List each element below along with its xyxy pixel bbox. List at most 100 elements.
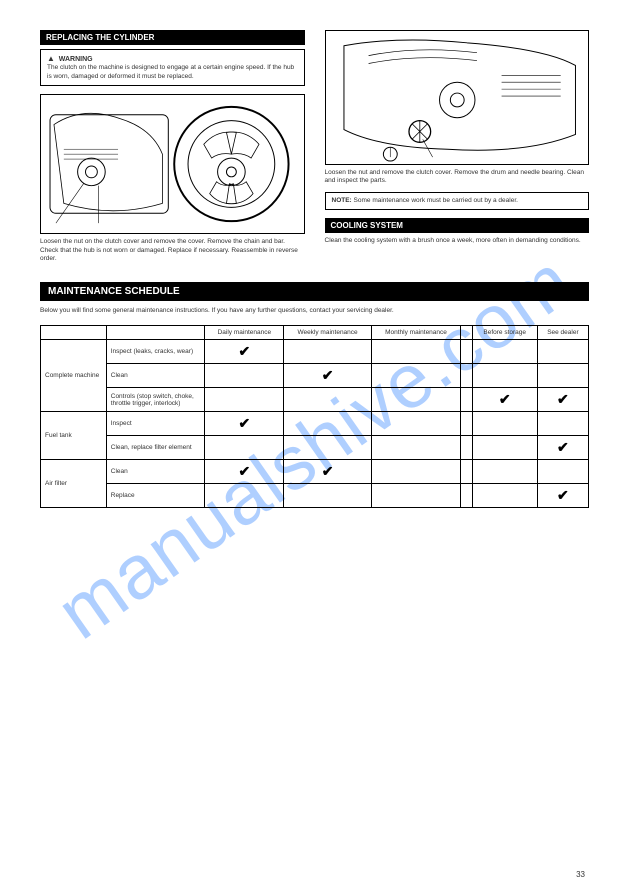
table-row: Controls (stop switch, choke, throttle t… (41, 388, 589, 412)
col-4: Monthly maintenance (371, 326, 460, 340)
warning-icon: ▲ (47, 54, 55, 64)
cell: ✔ (205, 460, 284, 484)
cell (371, 388, 460, 412)
col-5 (461, 326, 472, 340)
table-header-row: Daily maintenance Weekly maintenance Mon… (41, 326, 589, 340)
check-icon: ✔ (238, 463, 250, 479)
cell (461, 436, 472, 460)
cell (537, 364, 588, 388)
col-2: Daily maintenance (205, 326, 284, 340)
table-row: Replace ✔ (41, 484, 589, 508)
cell: ✔ (537, 388, 588, 412)
note-box: NOTE: Some maintenance work must be carr… (325, 192, 590, 210)
cell (371, 340, 460, 364)
table-row: Air filter Clean ✔ ✔ (41, 460, 589, 484)
warning-box: ▲ WARNING The clutch on the machine is d… (40, 49, 305, 86)
task-cell: Inspect (106, 412, 205, 436)
left-column: REPLACING THE CYLINDER ▲ WARNING The clu… (40, 30, 305, 264)
check-icon: ✔ (322, 367, 334, 383)
group-cell: Complete machine (41, 340, 107, 412)
cell (205, 364, 284, 388)
cell (284, 412, 371, 436)
cell (461, 388, 472, 412)
group-cell: Air filter (41, 460, 107, 508)
check-icon: ✔ (557, 391, 569, 407)
cell (461, 460, 472, 484)
figure-left (40, 94, 305, 234)
col-1 (106, 326, 205, 340)
right-column: Loosen the nut and remove the clutch cov… (325, 30, 590, 264)
two-column-layout: REPLACING THE CYLINDER ▲ WARNING The clu… (40, 30, 589, 264)
cell (205, 388, 284, 412)
col-0 (41, 326, 107, 340)
cell (472, 340, 537, 364)
section-header-maintenance: MAINTENANCE SCHEDULE (40, 282, 589, 301)
check-icon: ✔ (238, 415, 250, 431)
table-row: Clean ✔ (41, 364, 589, 388)
task-cell: Controls (stop switch, choke, throttle t… (106, 388, 205, 412)
table-row: Complete machine Inspect (leaks, cracks,… (41, 340, 589, 364)
cell (205, 436, 284, 460)
cell (371, 460, 460, 484)
table-body: Complete machine Inspect (leaks, cracks,… (41, 340, 589, 508)
cell: ✔ (205, 340, 284, 364)
left-body-text: Loosen the nut on the clutch cover and r… (40, 238, 305, 263)
cell (205, 484, 284, 508)
task-cell: Replace (106, 484, 205, 508)
task-cell: Clean (106, 460, 205, 484)
cell (284, 340, 371, 364)
warning-text: The clutch on the machine is designed to… (47, 64, 298, 81)
note-text: Some maintenance work must be carried ou… (354, 197, 518, 204)
cell (371, 484, 460, 508)
right-body2-text: Clean the cooling system with a brush on… (325, 237, 590, 245)
check-icon: ✔ (238, 343, 250, 359)
cell: ✔ (284, 364, 371, 388)
group-cell: Fuel tank (41, 412, 107, 460)
cell (371, 364, 460, 388)
cell (461, 484, 472, 508)
cell: ✔ (537, 484, 588, 508)
section-header-cooling: COOLING SYSTEM (325, 218, 590, 233)
figure-right-svg (326, 31, 589, 164)
cell (371, 412, 460, 436)
table-row: Clean, replace filter element ✔ (41, 436, 589, 460)
cell (284, 388, 371, 412)
cell (284, 484, 371, 508)
task-cell: Inspect (leaks, cracks, wear) (106, 340, 205, 364)
cell (472, 412, 537, 436)
page-content: REPLACING THE CYLINDER ▲ WARNING The clu… (0, 0, 629, 538)
cell (472, 436, 537, 460)
cell: ✔ (284, 460, 371, 484)
col-3: Weekly maintenance (284, 326, 371, 340)
cell (472, 460, 537, 484)
cell: ✔ (205, 412, 284, 436)
note-title: NOTE: (332, 197, 352, 204)
check-icon: ✔ (322, 463, 334, 479)
col-7: See dealer (537, 326, 588, 340)
cell (537, 460, 588, 484)
cell (472, 364, 537, 388)
cell (537, 412, 588, 436)
check-icon: ✔ (557, 439, 569, 455)
cell (284, 436, 371, 460)
check-icon: ✔ (557, 487, 569, 503)
cell (371, 436, 460, 460)
cell: ✔ (472, 388, 537, 412)
cell (472, 484, 537, 508)
warning-title: WARNING (59, 56, 93, 63)
task-cell: Clean (106, 364, 205, 388)
section-header-cylinder: REPLACING THE CYLINDER (40, 30, 305, 45)
page-number: 33 (576, 870, 585, 879)
right-body-text: Loosen the nut and remove the clutch cov… (325, 169, 590, 186)
cell (537, 340, 588, 364)
maintenance-intro: Below you will find some general mainten… (40, 307, 589, 315)
table-head: Daily maintenance Weekly maintenance Mon… (41, 326, 589, 340)
table-row: Fuel tank Inspect ✔ (41, 412, 589, 436)
figure-right (325, 30, 590, 165)
task-cell: Clean, replace filter element (106, 436, 205, 460)
check-icon: ✔ (499, 391, 511, 407)
maintenance-table: Daily maintenance Weekly maintenance Mon… (40, 325, 589, 508)
cell (461, 340, 472, 364)
cell (461, 412, 472, 436)
cell: ✔ (537, 436, 588, 460)
